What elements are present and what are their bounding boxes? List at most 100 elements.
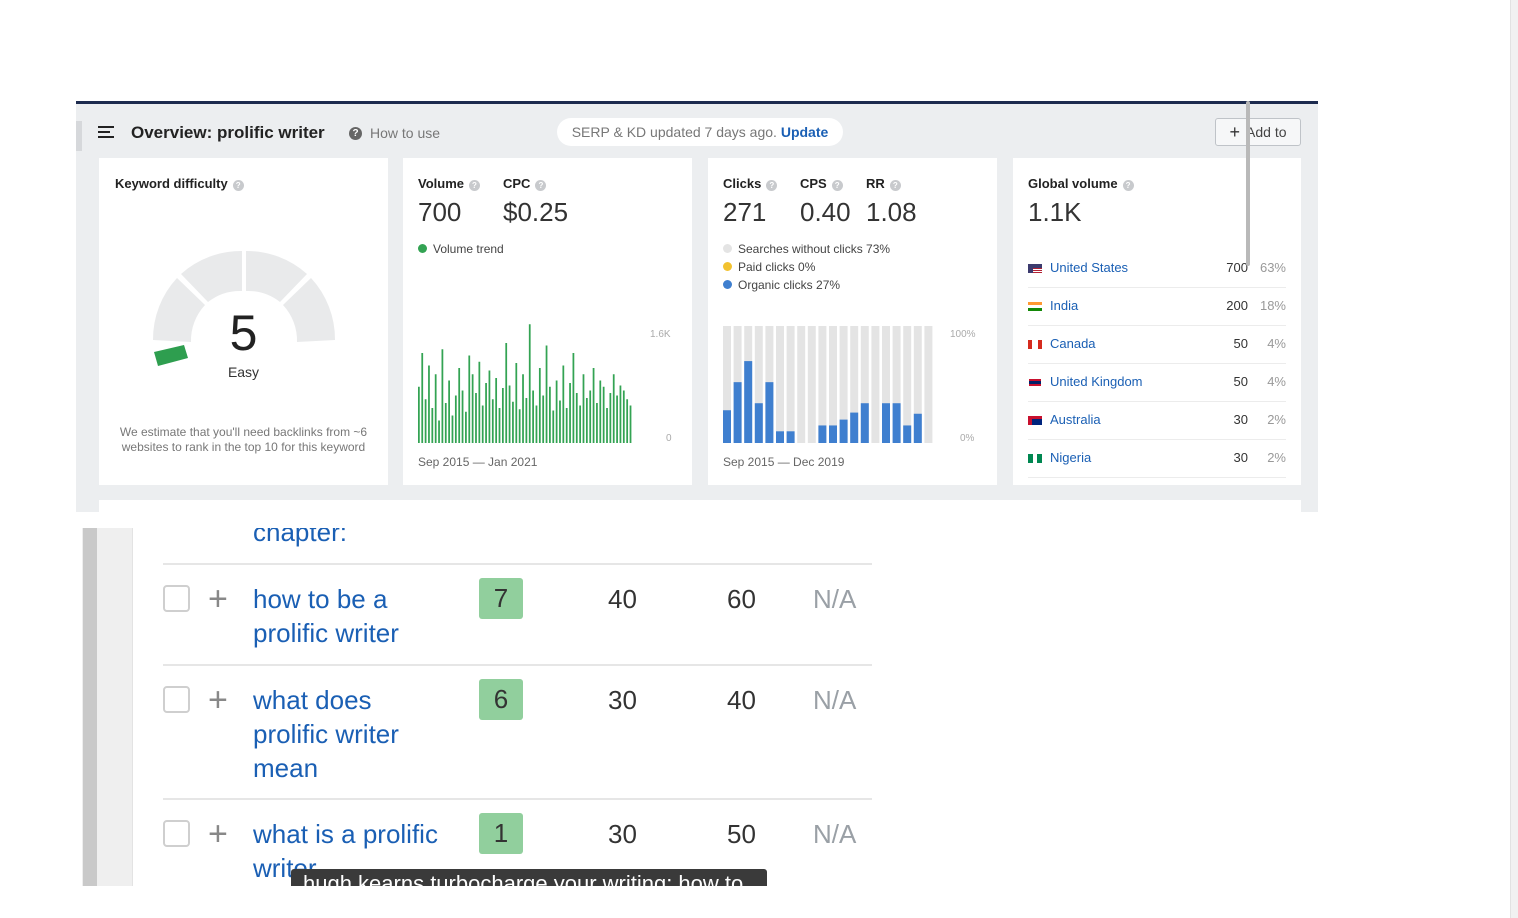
organic-clicks-bar xyxy=(829,425,837,443)
volume-bar xyxy=(545,345,548,443)
cpc-cell: N/A xyxy=(813,584,857,614)
rr-value: 1.08 xyxy=(866,197,917,227)
country-link[interactable]: Nigeria xyxy=(1050,450,1092,465)
overview-header: Overview: prolific writer ? How to use S… xyxy=(76,104,1318,160)
add-to-label: Add to xyxy=(1246,124,1287,140)
info-icon[interactable]: ? xyxy=(535,180,547,191)
no-clicks-bar xyxy=(776,326,784,443)
update-link[interactable]: Update xyxy=(780,124,829,140)
info-icon[interactable]: ? xyxy=(766,180,778,191)
menu-icon[interactable] xyxy=(98,126,114,138)
no-clicks-bar xyxy=(882,326,890,443)
info-icon[interactable]: ? xyxy=(232,180,244,191)
volume-trend-chart xyxy=(418,324,632,443)
no-clicks-bar xyxy=(786,326,795,443)
kd-gauge xyxy=(152,250,336,366)
volume-bar xyxy=(532,390,534,443)
add-keyword-icon[interactable]: + xyxy=(208,580,228,618)
volume-bar xyxy=(552,410,555,443)
volume-cell: 30 xyxy=(608,819,637,849)
keyword-partial[interactable]: chapter: xyxy=(253,528,347,547)
no-clicks-bar xyxy=(754,326,763,443)
clicks-axis-top: 100% xyxy=(950,329,976,340)
clicks-label: Clicks xyxy=(723,176,762,191)
info-icon[interactable]: ? xyxy=(889,180,901,191)
info-icon[interactable]: ? xyxy=(1122,180,1134,191)
volume-bar xyxy=(505,343,508,443)
volume-bar xyxy=(448,380,450,443)
volume-bar xyxy=(606,408,608,443)
flag-us-icon xyxy=(1028,264,1042,273)
row-checkbox[interactable] xyxy=(163,585,190,612)
country-share: 63% xyxy=(1259,260,1286,275)
info-icon[interactable]: ? xyxy=(831,180,843,191)
organic-clicks-bar xyxy=(818,425,827,443)
country-link[interactable]: United States xyxy=(1050,260,1129,275)
traffic-cell: 50 xyxy=(727,819,756,849)
row-checkbox[interactable] xyxy=(163,820,190,847)
volume-bar xyxy=(542,395,545,443)
volume-bar xyxy=(458,368,461,443)
list-gutter xyxy=(97,528,133,886)
volume-trend-legend: Volume trend xyxy=(418,242,504,256)
volume-bar xyxy=(515,363,518,443)
country-link[interactable]: Canada xyxy=(1050,336,1096,351)
keyword-link[interactable]: how to be a prolific writer xyxy=(253,582,399,650)
volume-bar xyxy=(518,409,521,443)
panel-scrollbar[interactable] xyxy=(1246,101,1250,266)
cpc-value: $0.25 xyxy=(503,197,569,227)
cps-value: 0.40 xyxy=(800,197,851,227)
no-clicks-bar xyxy=(829,326,837,443)
no-clicks-bar xyxy=(818,326,827,443)
country-link[interactable]: India xyxy=(1050,298,1079,313)
no-clicks-bar xyxy=(797,326,806,443)
kd-label-wrap: Keyword difficulty? xyxy=(115,176,244,191)
volume-bar xyxy=(559,400,561,443)
country-link[interactable]: United Kingdom xyxy=(1050,374,1143,389)
info-icon[interactable]: ? xyxy=(469,180,480,191)
volume-bar xyxy=(481,405,484,443)
keyword-line: what is a prolific xyxy=(253,819,438,849)
add-keyword-icon[interactable]: + xyxy=(208,815,228,853)
legend-no-clicks: Searches without clicks 73% xyxy=(723,242,890,256)
row-checkbox[interactable] xyxy=(163,686,190,713)
row-divider xyxy=(163,664,872,666)
overview-panel: Overview: prolific writer ? How to use S… xyxy=(76,101,1318,512)
legend-organic-clicks-text: Organic clicks 27% xyxy=(738,278,841,292)
keyword-link[interactable]: what does prolific writer mean xyxy=(253,683,399,785)
country-share: 2% xyxy=(1267,450,1286,465)
country-row: Canada 50 4% xyxy=(1028,326,1286,364)
volume-bar xyxy=(454,395,457,443)
volume-bar xyxy=(555,380,558,443)
volume-bar xyxy=(575,393,578,443)
list-scrollbar[interactable] xyxy=(83,528,97,886)
serp-status-text: SERP & KD updated 7 days ago. xyxy=(571,124,777,140)
volume-bar xyxy=(589,390,592,443)
volume-bar xyxy=(616,395,618,443)
add-keyword-icon[interactable]: + xyxy=(208,681,228,719)
cps-label: CPS xyxy=(800,176,827,191)
clicks-card: Clicks? CPS? RR? 271 0.40 1.08 Searches … xyxy=(708,158,997,485)
how-to-use-link[interactable]: ? How to use xyxy=(349,125,440,141)
country-row: United Kingdom 50 4% xyxy=(1028,364,1286,402)
keyword-tooltip: hugh kearns turbocharge your writing: ho… xyxy=(291,869,767,886)
organic-clicks-bar xyxy=(903,425,912,443)
volume-bar xyxy=(421,353,424,443)
country-row: Nigeria 30 2% xyxy=(1028,440,1286,478)
volume-bar xyxy=(565,408,568,443)
page-title: Overview: prolific writer xyxy=(131,123,325,142)
volume-bar xyxy=(612,374,615,443)
volume-bar xyxy=(562,365,565,443)
volume-bar xyxy=(596,403,598,443)
country-row: United States 700 63% xyxy=(1028,250,1286,288)
country-share: 4% xyxy=(1267,336,1286,351)
no-clicks-bar xyxy=(903,326,912,443)
country-share: 2% xyxy=(1267,412,1286,427)
volume-bar xyxy=(441,349,444,443)
volume-bar xyxy=(599,380,602,443)
country-link[interactable]: Australia xyxy=(1050,412,1101,427)
add-to-button[interactable]: + Add to xyxy=(1215,118,1301,146)
volume-bar xyxy=(451,415,454,443)
keyword-line: mean xyxy=(253,753,319,783)
country-volume: 700 xyxy=(1226,260,1248,275)
